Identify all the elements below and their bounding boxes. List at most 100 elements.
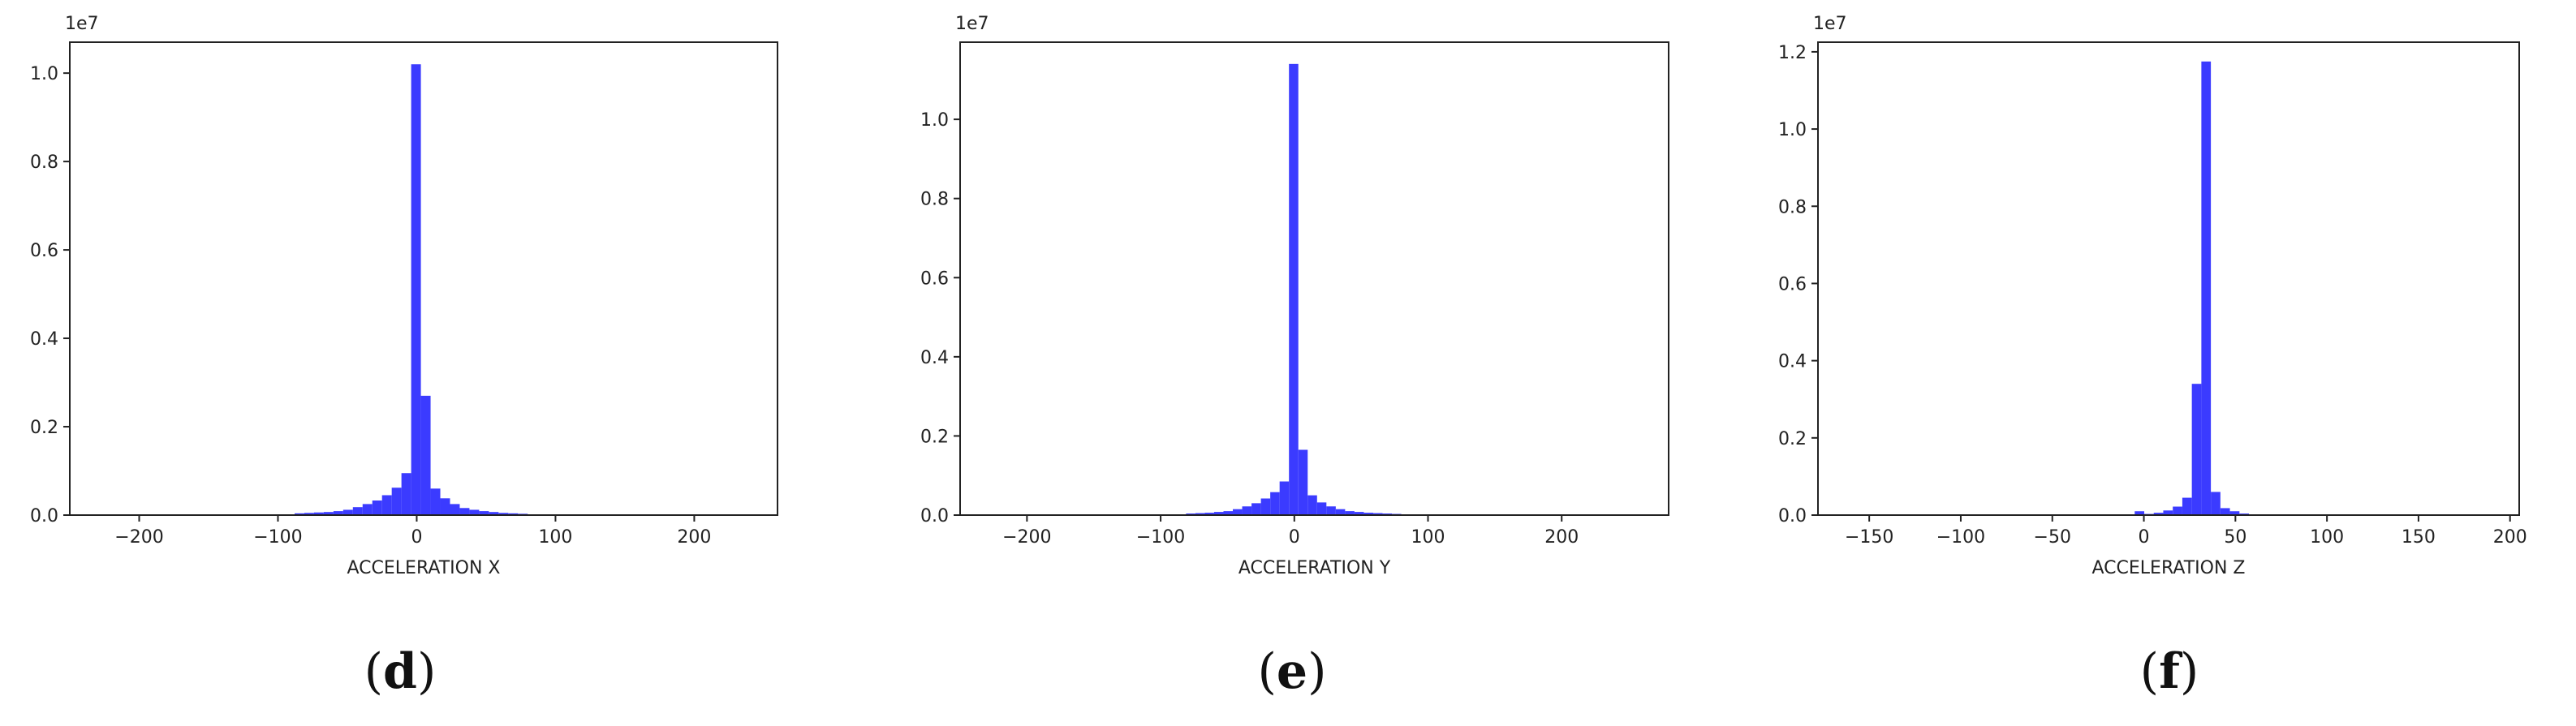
panel-caption: (f) [2140, 643, 2199, 700]
histogram-bar [352, 507, 363, 515]
x-tick-label: 0 [1289, 527, 1300, 548]
x-axis-label: ACCELERATION Y [1238, 558, 1391, 578]
histogram-bar [498, 513, 509, 515]
histogram-bar [323, 512, 334, 515]
histogram-panel-d: −200 −100 0 100 200 0.0 0.2 0.4 0.6 0.8 1.0 1e7 A… [30, 14, 778, 700]
histogram-bar [1270, 492, 1280, 515]
histogram-bar [391, 488, 402, 515]
histogram-bar [1213, 512, 1224, 515]
x-tick-label: −50 [2034, 527, 2071, 548]
histogram-bar [469, 509, 480, 515]
y-multiplier-label: 1e7 [955, 14, 989, 34]
histogram-bar [1233, 509, 1243, 515]
y-tick-label: 0.0 [30, 506, 58, 526]
x-tick-label: −100 [1136, 527, 1185, 548]
histogram-bar [1251, 503, 1261, 515]
panel-caption-letter: d [383, 643, 417, 700]
y-axis-ticks: 0.0 0.2 0.4 0.6 0.8 1.0 1.2 [1778, 43, 1818, 526]
y-tick-label: 0.8 [1778, 197, 1807, 217]
y-tick-label: 0.0 [920, 506, 949, 526]
histogram-bar [372, 500, 382, 515]
histogram-bar [294, 513, 304, 515]
y-tick-label: 0.8 [30, 153, 58, 173]
histogram-bar [2173, 506, 2182, 515]
histogram-bars [2134, 61, 2250, 516]
x-tick-label: 0 [411, 527, 422, 548]
y-axis-ticks: 0.0 0.2 0.4 0.6 0.8 1.0 [30, 64, 70, 526]
histogram-bar [2201, 61, 2212, 516]
histogram-bar [1326, 506, 1336, 515]
histogram-bar [1242, 506, 1252, 515]
histogram-bar [440, 498, 450, 515]
x-axis-ticks: −200 −100 0 100 200 [114, 515, 711, 548]
y-tick-label: 0.6 [30, 241, 58, 261]
histogram-bar [2163, 510, 2173, 515]
histogram-bar [450, 504, 460, 515]
x-tick-label: 100 [538, 527, 572, 548]
x-tick-label: −200 [114, 527, 163, 548]
histogram-bar [304, 513, 314, 515]
histogram-bar [420, 395, 431, 515]
x-tick-label: −200 [1002, 527, 1051, 548]
y-tick-label: 1.2 [1778, 43, 1807, 63]
panel-caption: (d) [364, 643, 437, 700]
histogram-bar [1204, 513, 1214, 515]
x-tick-label: 200 [2493, 527, 2527, 548]
y-tick-label: 0.8 [920, 190, 949, 210]
histogram-bar [1223, 511, 1234, 515]
histogram-bar [1260, 498, 1271, 515]
y-tick-label: 0.0 [1778, 506, 1807, 526]
plot-frame [1817, 41, 2520, 516]
histogram-bar [489, 512, 499, 515]
y-tick-label: 0.4 [920, 348, 949, 368]
y-tick-label: 0.6 [1778, 274, 1807, 294]
histogram-bar [313, 512, 324, 515]
panel-caption-letter: e [1277, 643, 1307, 700]
y-multiplier-label: 1e7 [1813, 14, 1847, 34]
histogram-bar [401, 473, 411, 515]
histogram-bar [2153, 513, 2164, 515]
x-tick-label: 200 [1544, 527, 1579, 548]
histogram-bar [1345, 511, 1355, 515]
y-axis-ticks: 0.0 0.2 0.4 0.6 0.8 1.0 [920, 110, 960, 526]
histogram-bar [333, 511, 343, 515]
histogram-bar [1195, 513, 1205, 515]
y-multiplier-label: 1e7 [65, 14, 99, 34]
x-tick-label: −100 [253, 527, 302, 548]
y-tick-label: 0.2 [30, 418, 58, 438]
plot-frame [959, 41, 1669, 516]
x-tick-label: 100 [2310, 527, 2344, 548]
x-tick-label: −100 [1936, 527, 1985, 548]
x-tick-label: 150 [2402, 527, 2436, 548]
histogram-bars [1186, 63, 1402, 515]
panel-caption: (e) [1257, 643, 1326, 700]
histogram-bar [1372, 513, 1383, 515]
histogram-bar [479, 511, 489, 515]
x-axis-ticks: −150 −100 −50 0 50 100 150 200 [1845, 515, 2527, 548]
x-axis-ticks: −200 −100 0 100 200 [1002, 515, 1579, 548]
histogram-bar [2191, 384, 2202, 515]
histogram-bar [1307, 495, 1317, 515]
x-tick-label: 50 [2224, 527, 2246, 548]
histogram-bar [342, 509, 353, 515]
y-tick-label: 0.4 [30, 329, 58, 350]
histogram-bar [411, 64, 421, 516]
y-tick-label: 0.2 [1778, 429, 1807, 449]
histogram-bar [1316, 502, 1327, 515]
histogram-bar [508, 513, 519, 515]
histogram-bar [2229, 511, 2240, 515]
histogram-bar [2134, 511, 2144, 515]
x-tick-label: 0 [2139, 527, 2150, 548]
histogram-panel-f: −150 −100 −50 0 50 100 150 200 0.0 0.2 0.4 0.6 0.8 1… [1778, 14, 2527, 700]
x-tick-label: 100 [1411, 527, 1445, 548]
histogram-bar [1279, 481, 1290, 515]
plot-frame [69, 41, 778, 516]
histogram-bar [1335, 509, 1346, 515]
histogram-bar [2211, 492, 2221, 515]
histogram-bar [2220, 508, 2230, 515]
histogram-bar [362, 504, 373, 515]
x-axis-label: ACCELERATION Z [2092, 558, 2246, 578]
y-tick-label: 1.0 [1778, 120, 1807, 140]
histogram-bar [1363, 513, 1373, 515]
